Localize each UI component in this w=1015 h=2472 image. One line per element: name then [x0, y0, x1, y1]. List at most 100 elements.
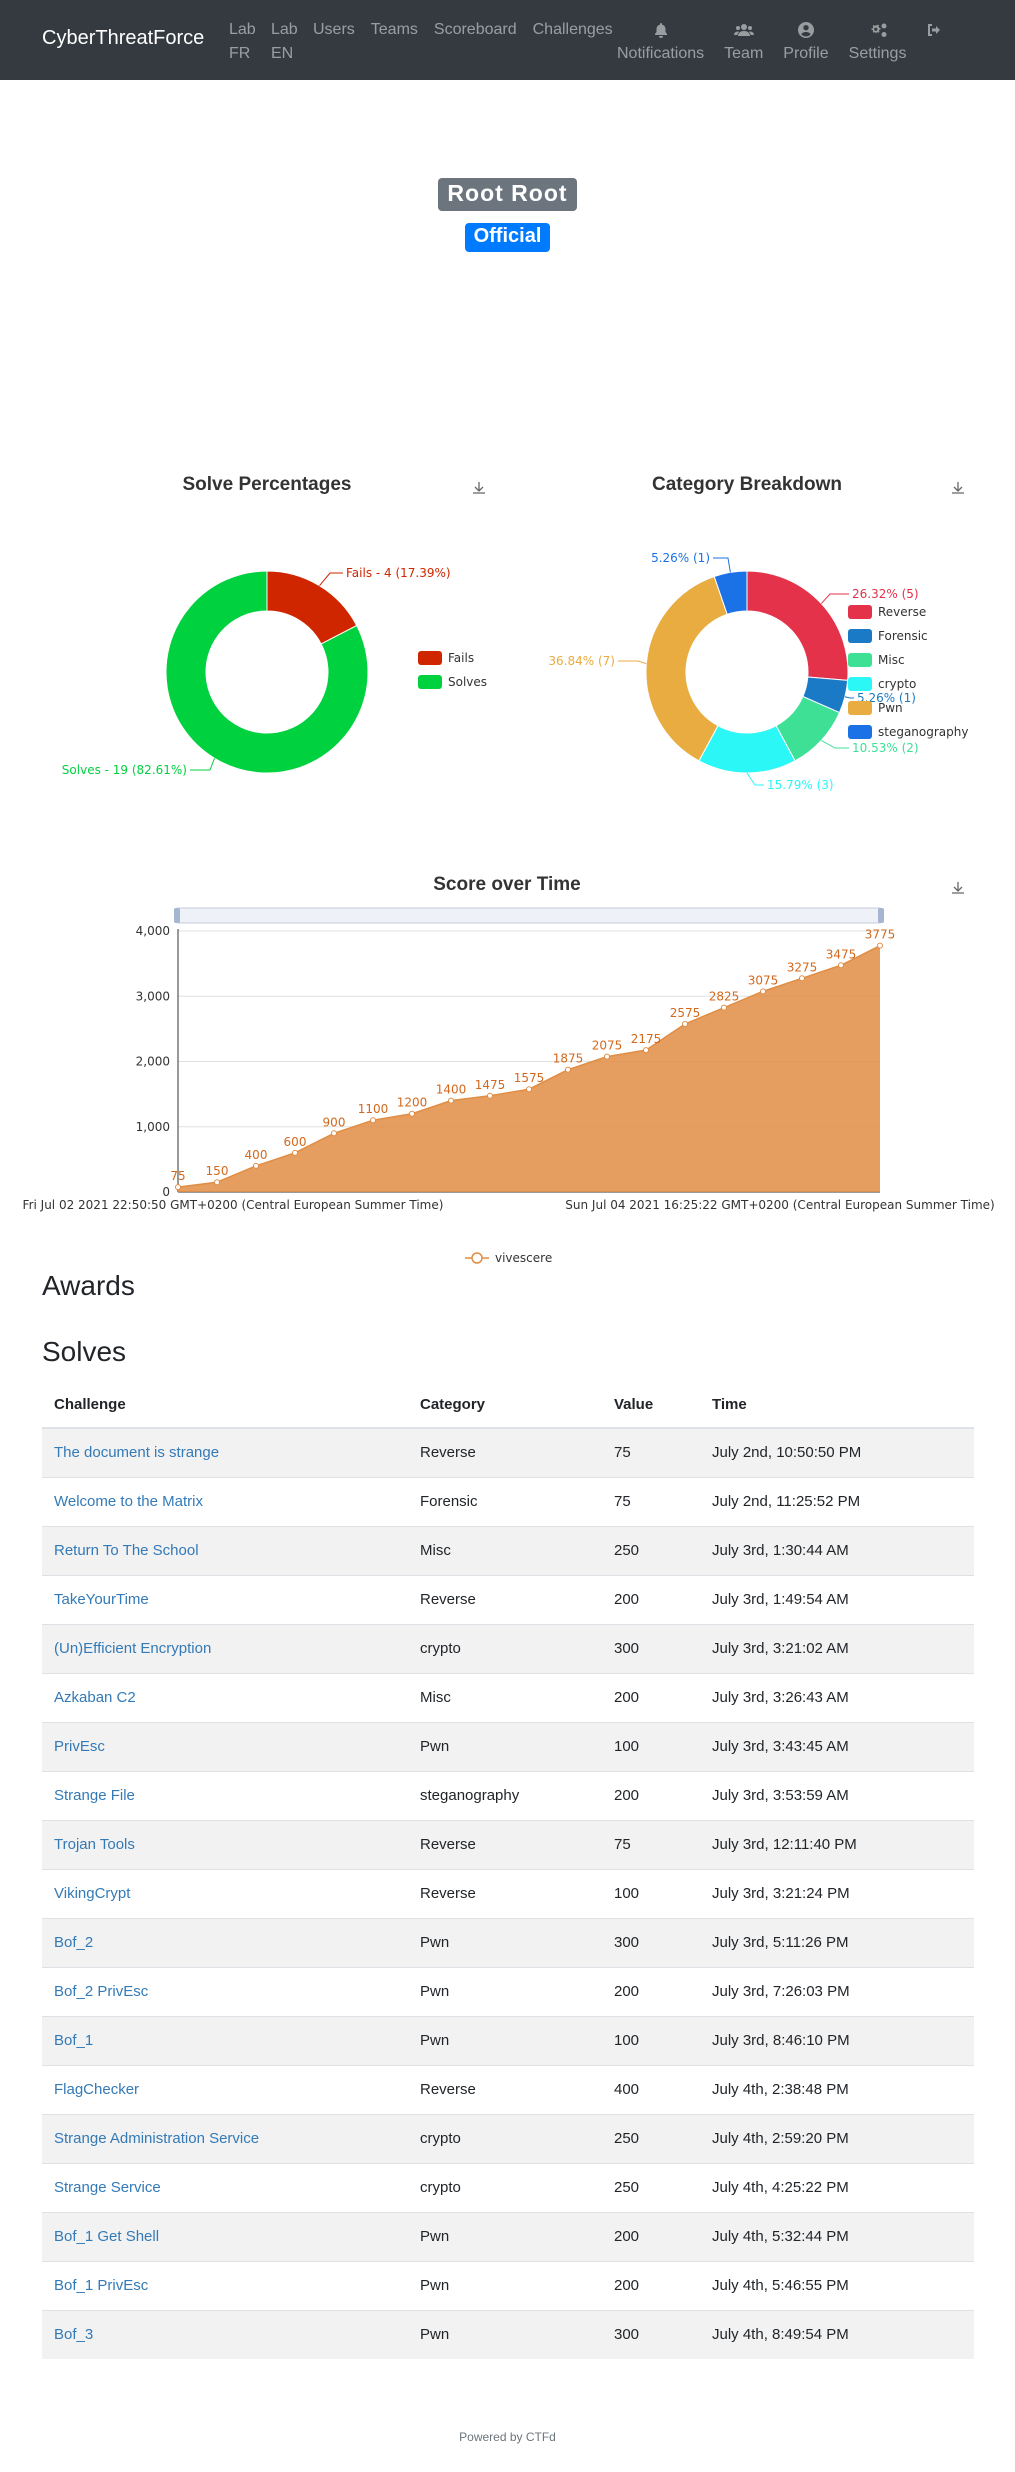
score-data-label: 2575 [670, 1006, 701, 1020]
solve-challenge-link[interactable]: Bof_2 [42, 1917, 408, 1967]
legend-label: crypto [878, 677, 916, 691]
pie-label-line [844, 696, 854, 699]
legend-swatch [418, 651, 442, 665]
score-point [448, 1097, 454, 1104]
nav-teams[interactable]: Teams [370, 21, 418, 38]
table-row: Azkaban C2 Misc 200 July 3rd, 3:26:43 AM [42, 1672, 974, 1722]
solve-challenge-link[interactable]: Bof_1 PrivEsc [42, 2260, 408, 2310]
solve-challenge-link[interactable]: Bof_1 [42, 2015, 408, 2065]
solve-time: July 3rd, 7:26:03 PM [700, 1966, 974, 2016]
table-row: FlagChecker Reverse 400 July 4th, 2:38:48 P… [42, 2064, 974, 2114]
nav-profile[interactable]: Profile [783, 18, 829, 66]
table-row: TakeYourTime Reverse 200 July 3rd, 1:49:54 … [42, 1574, 974, 1624]
nav-lab-en[interactable]: Lab EN [271, 21, 298, 62]
table-row: (Un)Efficient Encryption crypto 300 July 3r… [42, 1623, 974, 1673]
pie-slice-label: 5.26% (1) [857, 691, 916, 705]
download-icon[interactable] [950, 880, 966, 896]
score-data-label: 1575 [514, 1071, 545, 1085]
score-point [370, 1117, 376, 1124]
solve-challenge-link[interactable]: Bof_3 [42, 2309, 408, 2359]
team-badge[interactable]: Root Root [438, 178, 577, 211]
legend-swatch [848, 629, 872, 643]
solve-challenge-link[interactable]: Return To The School [42, 1525, 408, 1575]
pie-label-line [319, 572, 343, 587]
solve-value: 100 [602, 2015, 700, 2065]
solve-challenge-link[interactable]: PrivEsc [42, 1721, 408, 1771]
table-row: VikingCrypt Reverse 100 July 3rd, 3:21:24 P… [42, 1868, 974, 1918]
download-icon[interactable] [471, 480, 487, 496]
gears-icon [868, 18, 888, 42]
brand-link[interactable]: CyberThreatForce [42, 27, 205, 49]
footer-powered-by[interactable]: Powered by CTFd [459, 2430, 556, 2444]
solve-category: Pwn [408, 1721, 602, 1771]
solves-heading: Solves [42, 1336, 127, 1367]
legend-label: Reverse [878, 605, 926, 619]
solve-time: July 2nd, 10:50:50 PM [700, 1427, 974, 1477]
nav-notifications[interactable]: Notifications [617, 18, 704, 66]
nav-users[interactable]: Users [313, 21, 355, 38]
solve-category: Pwn [408, 1966, 602, 2016]
pie-slice-label: Solves - 19 (82.61%) [62, 763, 187, 777]
zoom-handle-left [174, 908, 180, 923]
legend-label: Fails [448, 651, 474, 665]
pie-label-line [746, 772, 764, 786]
col-time: Time [700, 1381, 974, 1429]
solve-challenge-link[interactable]: (Un)Efficient Encryption [42, 1623, 408, 1673]
score-data-label: 1875 [553, 1052, 584, 1066]
solve-value: 200 [602, 1672, 700, 1722]
nav-logout[interactable] [926, 18, 942, 66]
solve-challenge-link[interactable]: Azkaban C2 [42, 1672, 408, 1722]
score-data-label: 150 [206, 1164, 229, 1178]
table-row: Bof_2 PrivEsc Pwn 200 July 3rd, 7:26:03 PM [42, 1966, 974, 2016]
solve-challenge-link[interactable]: Welcome to the Matrix [42, 1476, 408, 1526]
x-tick-label: Fri Jul 02 2021 22:50:50 GMT+0200 (Centr… [23, 1198, 444, 1212]
solve-challenge-link[interactable]: VikingCrypt [42, 1868, 408, 1918]
x-tick-label: Sun Jul 04 2021 16:25:22 GMT+0200 (Centr… [565, 1198, 994, 1212]
pie-slice-label: 26.32% (5) [852, 587, 919, 601]
solve-value: 100 [602, 1868, 700, 1918]
nav-challenges[interactable]: Challenges [532, 21, 613, 38]
solve-time: July 3rd, 1:30:44 AM [700, 1525, 974, 1575]
solve-challenge-link[interactable]: The document is strange [42, 1427, 408, 1477]
solve-percentages-chart: Fails - 4 (17.39%) Solves - 19 (82.61%) Fa… [62, 566, 487, 777]
nav-scoreboard[interactable]: Scoreboard [433, 21, 517, 38]
col-category: Category [408, 1381, 602, 1429]
solve-challenge-link[interactable]: Trojan Tools [42, 1819, 408, 1869]
solve-time: July 4th, 5:46:55 PM [700, 2260, 974, 2310]
nav-lab-fr[interactable]: Lab FR [229, 21, 256, 62]
score-data-label: 2075 [592, 1039, 623, 1053]
download-icon[interactable] [950, 480, 966, 496]
solve-time: July 3rd, 1:49:54 AM [700, 1574, 974, 1624]
legend-label: Pwn [878, 701, 903, 715]
table-header-row: Challenge Category Value Time [42, 1381, 974, 1429]
table-row: Strange Service crypto 250 July 4th, 4:25:2… [42, 2162, 974, 2212]
score-point [253, 1162, 259, 1169]
solves-table: Challenge Category Value Time The docume… [42, 1381, 974, 2359]
score-point [760, 988, 766, 995]
y-tick-label: 1,000 [136, 1120, 170, 1134]
table-row: Return To The School Misc 250 July 3rd, 1:3… [42, 1525, 974, 1575]
zoom-handle-right [878, 908, 884, 923]
nav-team[interactable]: Team [724, 18, 763, 66]
sign-out-icon [926, 18, 942, 42]
solve-challenge-link[interactable]: Strange File [42, 1770, 408, 1820]
solve-challenge-link[interactable]: FlagChecker [42, 2064, 408, 2114]
y-tick-label: 3,000 [136, 989, 170, 1003]
score-point [526, 1086, 532, 1093]
solve-challenge-link[interactable]: Bof_2 PrivEsc [42, 1966, 408, 2016]
solve-challenge-link[interactable]: Strange Service [42, 2162, 408, 2212]
pie-label-line [190, 758, 215, 771]
score-data-label: 1200 [397, 1096, 428, 1110]
solve-value: 200 [602, 1966, 700, 2016]
legend-label: steganography [878, 725, 969, 739]
col-challenge: Challenge [42, 1381, 408, 1429]
legend-swatch [848, 653, 872, 667]
score-point [175, 1184, 181, 1191]
nav-settings[interactable]: Settings [849, 18, 906, 66]
solve-challenge-link[interactable]: Strange Administration Service [42, 2113, 408, 2163]
score-data-label: 3475 [826, 947, 857, 961]
solve-challenge-link[interactable]: TakeYourTime [42, 1574, 408, 1624]
score-point [565, 1066, 571, 1073]
top-navbar: CyberThreatForce Lab FR Lab EN Users Tea… [0, 0, 1015, 80]
solve-challenge-link[interactable]: Bof_1 Get Shell [42, 2211, 408, 2261]
